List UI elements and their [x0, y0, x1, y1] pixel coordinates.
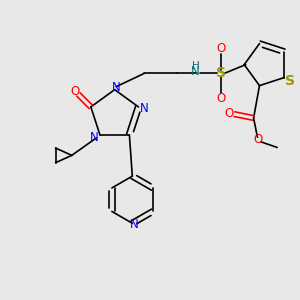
Text: S: S — [216, 66, 226, 80]
Text: N: N — [112, 81, 121, 94]
Text: N: N — [90, 131, 99, 144]
Text: S: S — [285, 74, 295, 88]
Text: O: O — [216, 42, 225, 55]
Text: O: O — [224, 107, 233, 120]
Text: H: H — [192, 61, 200, 71]
Text: N: N — [191, 65, 200, 79]
Text: N: N — [130, 218, 139, 231]
Text: O: O — [70, 85, 80, 98]
Text: N: N — [140, 102, 148, 115]
Text: O: O — [216, 92, 225, 105]
Text: O: O — [254, 133, 262, 146]
